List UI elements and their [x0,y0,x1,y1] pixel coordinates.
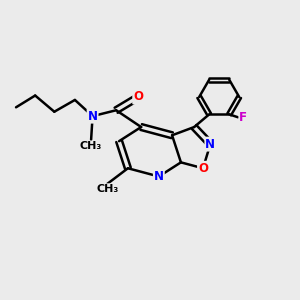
Text: N: N [88,110,98,123]
Text: CH₃: CH₃ [80,141,102,151]
Text: F: F [239,111,247,124]
Text: O: O [198,162,208,175]
Text: N: N [206,138,215,151]
Text: O: O [133,91,143,103]
Text: N: N [154,170,164,183]
Text: CH₃: CH₃ [96,184,118,194]
